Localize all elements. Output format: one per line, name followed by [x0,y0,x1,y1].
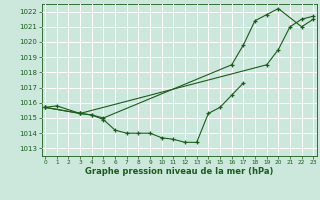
X-axis label: Graphe pression niveau de la mer (hPa): Graphe pression niveau de la mer (hPa) [85,167,273,176]
